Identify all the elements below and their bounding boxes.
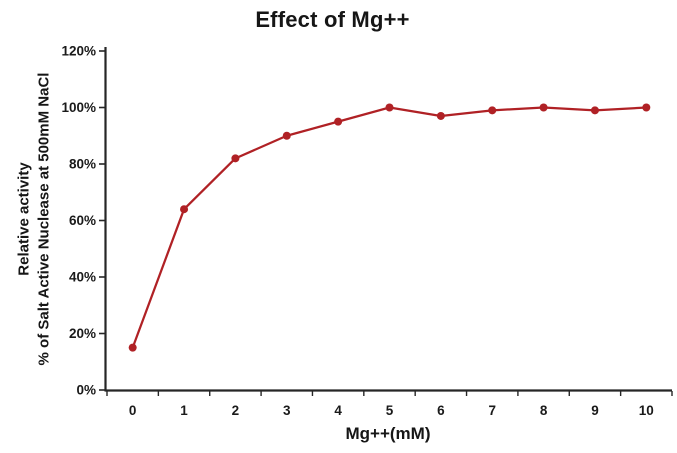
x-tick-label: 7 [488,403,496,418]
x-tick-label: 5 [386,403,394,418]
data-line [131,106,648,349]
y-tick-label: 0% [76,383,96,398]
y-tick-label: 80% [69,157,96,172]
chart-title: Effect of Mg++ [255,7,410,32]
data-point [180,205,189,214]
data-point [642,103,651,112]
y-tick-label: 100% [61,100,96,115]
data-point [539,103,548,112]
x-axis-label: Mg++(mM) [345,424,431,443]
data-point [282,131,291,140]
y-tick-label: 120% [61,44,96,59]
data-point [590,106,599,115]
data-point [436,111,445,120]
x-tick-label: 0 [129,403,137,418]
x-tick-label: 10 [639,403,654,418]
x-tick-label: 8 [540,403,548,418]
y-tick-label: 20% [69,326,96,341]
data-point [128,343,137,352]
data-point [334,117,343,126]
data-point [488,106,497,115]
y-tick-label: 40% [69,270,96,285]
x-tick-label: 6 [437,403,445,418]
x-tick-label: 9 [591,403,599,418]
x-tick-label: 4 [334,403,342,418]
data-point [231,154,240,163]
x-tick-label: 2 [232,403,240,418]
y-tick-label: 60% [69,213,96,228]
x-tick-label: 1 [180,403,188,418]
x-tick-label: 3 [283,403,291,418]
data-point [385,103,394,112]
